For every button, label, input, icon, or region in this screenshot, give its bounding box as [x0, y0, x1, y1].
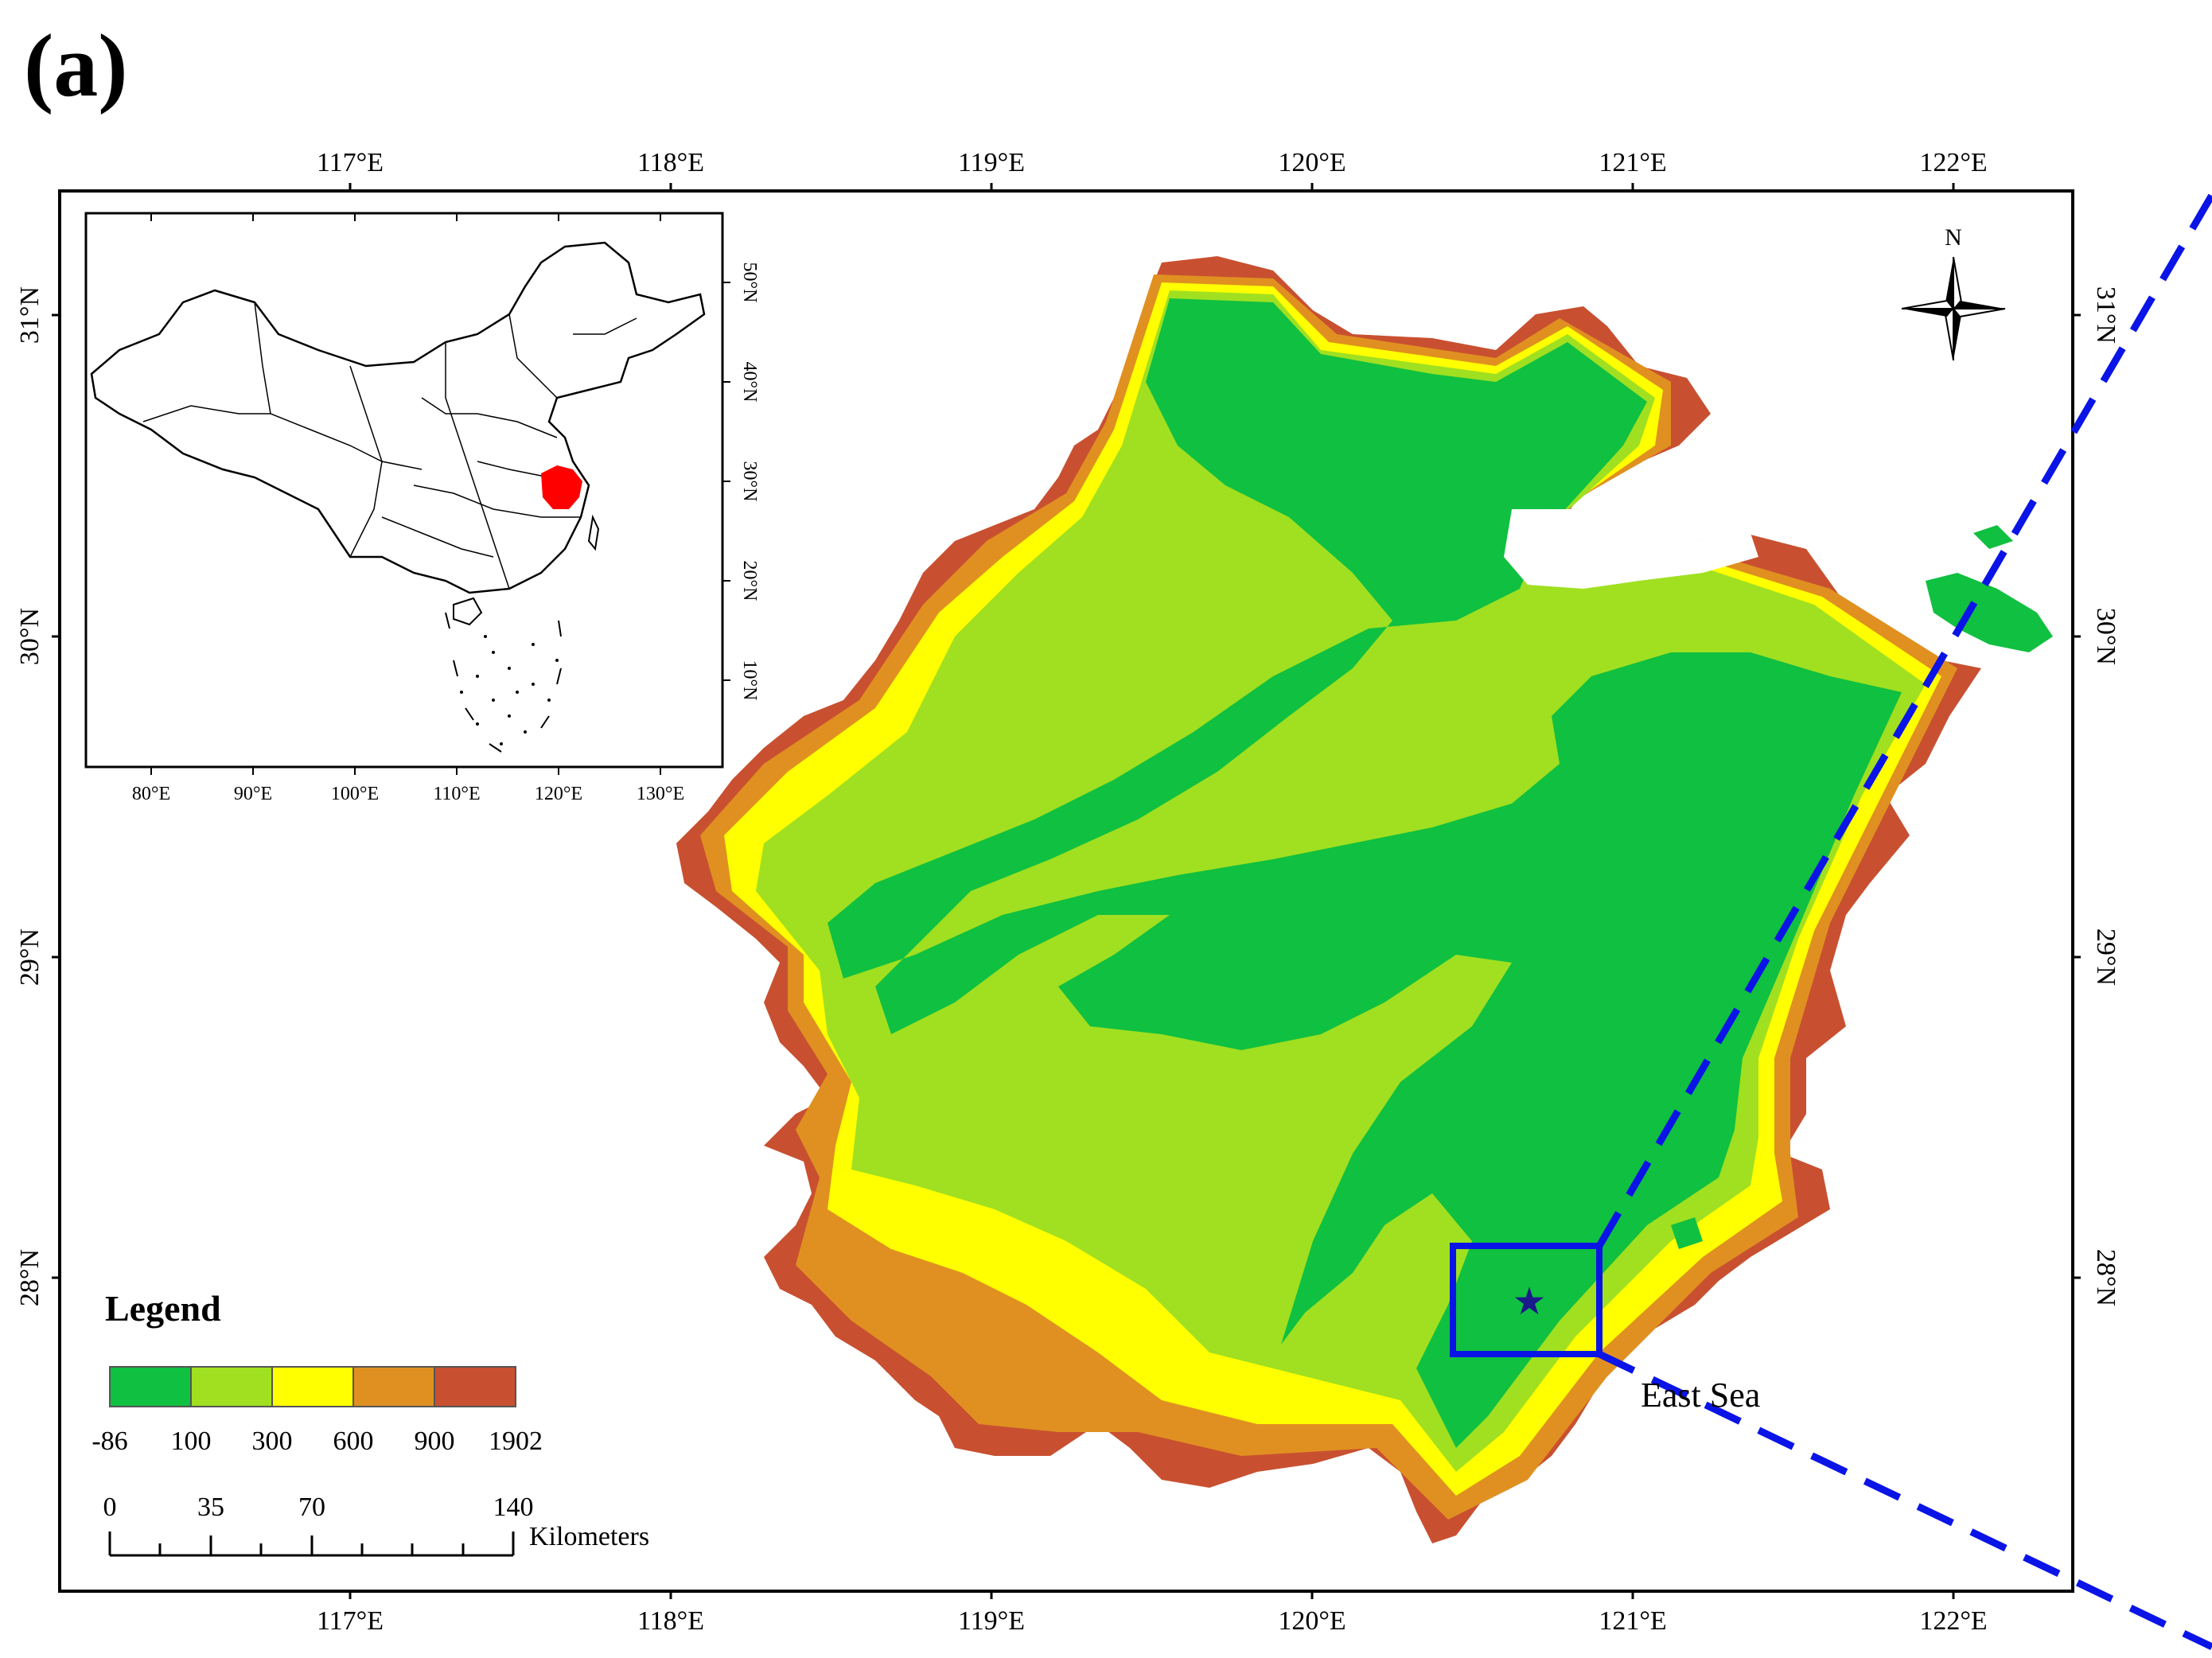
study-site-star-icon: ★	[1512, 1279, 1546, 1324]
province-elevation-map	[676, 256, 2053, 1543]
zoom-lines	[1596, 193, 2212, 1651]
top-lon-label: 121°E	[1599, 148, 1666, 177]
legend-break-label: 900	[415, 1426, 455, 1456]
top-longitude-labels: 117°E 118°E 119°E 120°E 121°E 122°E	[317, 148, 1988, 177]
bottom-lon-label: 117°E	[317, 1606, 384, 1636]
island	[1973, 525, 2013, 549]
zhoushan-islands	[1926, 573, 2053, 652]
legend-swatch	[190, 1366, 273, 1407]
bottom-lon-label: 122°E	[1919, 1606, 1987, 1636]
right-lat-label: 30°N	[2091, 608, 2120, 665]
scale-label: 70	[298, 1493, 325, 1522]
legend-break-label: 100	[171, 1426, 212, 1456]
inset-lat-label: 30°N	[739, 461, 760, 502]
inset-lat-label: 50°N	[739, 263, 760, 303]
legend-break-label: 1902	[489, 1426, 543, 1456]
top-lon-label: 120°E	[1278, 148, 1346, 177]
bottom-lon-label: 120°E	[1278, 1606, 1346, 1636]
legend-break-labels: -86 100 300 600 900 1902	[92, 1426, 543, 1456]
bottom-longitude-labels: 117°E 118°E 119°E 120°E 121°E 122°E	[317, 1606, 1988, 1636]
inset-lon-label: 130°E	[637, 784, 684, 804]
left-lat-label: 31°N	[15, 286, 45, 344]
left-lat-label: 28°N	[15, 1249, 45, 1306]
top-lon-label: 117°E	[317, 148, 384, 177]
legend-swatch	[271, 1366, 354, 1407]
legend-swatch	[434, 1366, 516, 1407]
inset-lat-label: 10°N	[739, 660, 760, 701]
inset-lon-label: 120°E	[535, 784, 582, 804]
study-area-box	[1450, 1243, 1603, 1357]
inset-lon-label: 90°E	[234, 784, 272, 804]
legend-swatch	[352, 1366, 435, 1407]
top-lon-label: 122°E	[1919, 148, 1987, 177]
south-sea-islands	[460, 635, 559, 745]
scale-bar-graphic	[108, 1532, 515, 1557]
left-latitude-labels: 31°N 30°N 29°N 28°N	[15, 286, 45, 1306]
bottom-lon-label: 118°E	[637, 1606, 704, 1636]
scale-label: 35	[197, 1493, 224, 1522]
right-lat-label: 31°N	[2091, 286, 2120, 344]
legend-break-label: -86	[92, 1426, 127, 1456]
inset-lon-labels: 80°E 90°E 100°E 110°E 120°E 130°E	[132, 784, 684, 804]
scale-label: 0	[103, 1493, 117, 1522]
inset-lat-label: 20°N	[739, 561, 760, 601]
north-arrow: N	[1901, 224, 2006, 361]
elevation-band-lowland	[828, 298, 1902, 1448]
legend-break-label: 600	[333, 1426, 374, 1456]
legend-title: Legend	[105, 1288, 221, 1329]
legend-swatch	[109, 1366, 192, 1407]
island	[1671, 1217, 1703, 1249]
nine-dash-line	[445, 612, 562, 753]
hainan	[453, 597, 483, 626]
right-lat-label: 28°N	[2091, 1249, 2120, 1306]
inset-province-lines	[142, 302, 637, 590]
inset-map: 80°E 90°E 100°E 110°E 120°E 130°E 50°N 4…	[84, 212, 760, 804]
panel-label: (a)	[24, 17, 128, 115]
north-arrow-label: N	[1945, 224, 1962, 251]
top-lon-label: 118°E	[637, 148, 704, 177]
scale-unit: Kilometers	[529, 1522, 649, 1551]
bottom-lon-label: 121°E	[1599, 1606, 1666, 1636]
frame-ticks	[52, 183, 2081, 1599]
inset-ticks	[150, 213, 730, 775]
scale-bar: 0 35 70 140 Kilometers	[103, 1493, 649, 1557]
north-arrow-icon	[1945, 257, 1953, 309]
left-lat-label: 30°N	[15, 608, 45, 665]
inset-lon-label: 80°E	[132, 784, 170, 804]
left-lat-label: 29°N	[15, 928, 45, 986]
inset-lon-label: 100°E	[331, 784, 379, 804]
bottom-lon-label: 119°E	[958, 1606, 1025, 1636]
right-lat-label: 29°N	[2091, 928, 2120, 986]
top-lon-label: 119°E	[958, 148, 1025, 177]
taiwan	[587, 514, 600, 551]
legend-break-label: 300	[252, 1426, 293, 1456]
legend: Legend -86 100 300 600 900 1902	[92, 1288, 543, 1456]
scale-label: 140	[493, 1493, 534, 1522]
inset-lat-labels: 50°N 40°N 30°N 20°N 10°N	[739, 263, 760, 701]
scale-bar-labels: 0 35 70 140	[103, 1493, 534, 1522]
hangzhou-bay	[1504, 509, 1758, 589]
legend-swatches	[109, 1366, 516, 1407]
zhejiang-highlight	[541, 465, 582, 509]
right-latitude-labels: 31°N 30°N 29°N 28°N	[2091, 286, 2120, 1306]
sea-label: East Sea	[1641, 1376, 1760, 1415]
inset-lat-label: 40°N	[739, 362, 760, 403]
inset-lon-label: 110°E	[433, 784, 480, 804]
